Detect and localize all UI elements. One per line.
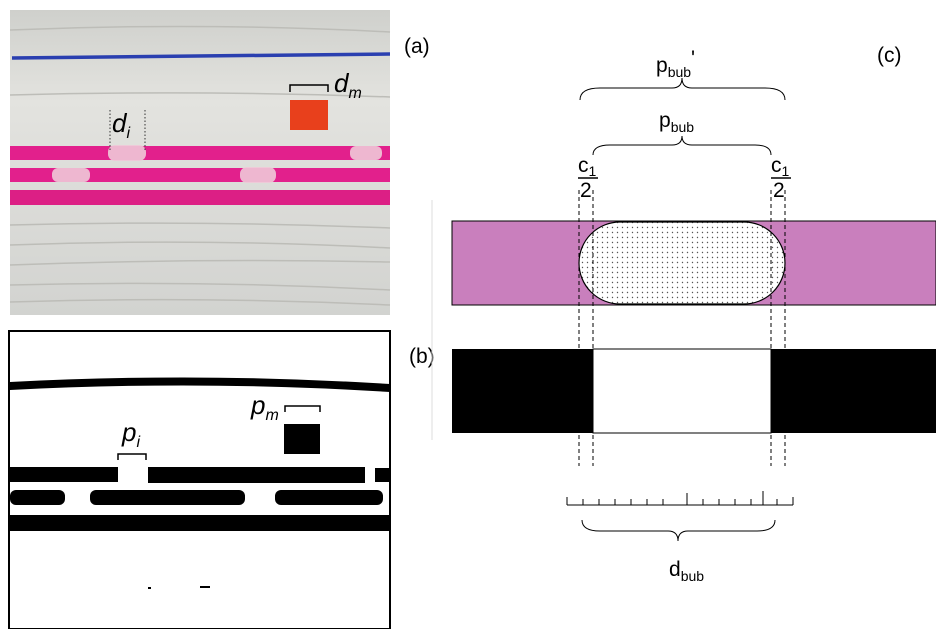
panel-label: (c) [877, 44, 902, 67]
binary-panel: pm pi [9, 331, 390, 629]
panel-label: (b) [409, 345, 435, 368]
fraction-right: c1 2 [771, 154, 791, 202]
fraction-denominator: 2 [580, 179, 592, 202]
schematic: pbub' pbub c1 2 c1 2 dbub [432, 47, 936, 584]
label-p-bub-prime: pbub' [656, 47, 695, 80]
fraction-left: c1 2 [578, 154, 598, 202]
fraction-numerator: c1 [771, 154, 790, 179]
label-p-bub: pbub [659, 109, 694, 135]
fraction-denominator: 2 [773, 179, 785, 202]
panel-label: (a) [404, 35, 430, 58]
photo-panel: dm di [10, 10, 390, 315]
figure: dm di (a) pm pi (b) [0, 0, 936, 629]
label-d-bub: dbub [669, 558, 704, 584]
fraction-numerator: c1 [578, 154, 597, 179]
